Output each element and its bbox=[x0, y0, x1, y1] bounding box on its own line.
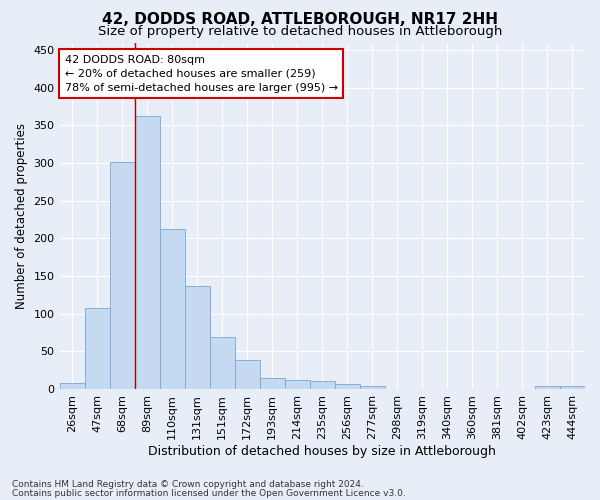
Bar bbox=[209, 337, 235, 389]
Bar bbox=[285, 380, 310, 389]
Text: Contains HM Land Registry data © Crown copyright and database right 2024.: Contains HM Land Registry data © Crown c… bbox=[12, 480, 364, 489]
Bar bbox=[360, 386, 385, 389]
Bar bbox=[134, 116, 160, 389]
Bar bbox=[260, 378, 285, 389]
Text: 42, DODDS ROAD, ATTLEBOROUGH, NR17 2HH: 42, DODDS ROAD, ATTLEBOROUGH, NR17 2HH bbox=[102, 12, 498, 28]
Bar bbox=[235, 360, 260, 389]
Text: Contains public sector information licensed under the Open Government Licence v3: Contains public sector information licen… bbox=[12, 488, 406, 498]
Bar bbox=[185, 286, 209, 389]
Y-axis label: Number of detached properties: Number of detached properties bbox=[15, 122, 28, 308]
Text: Size of property relative to detached houses in Attleborough: Size of property relative to detached ho… bbox=[98, 25, 502, 38]
Text: 42 DODDS ROAD: 80sqm
← 20% of detached houses are smaller (259)
78% of semi-deta: 42 DODDS ROAD: 80sqm ← 20% of detached h… bbox=[65, 54, 338, 92]
Bar bbox=[335, 384, 360, 389]
Bar bbox=[85, 308, 110, 389]
X-axis label: Distribution of detached houses by size in Attleborough: Distribution of detached houses by size … bbox=[148, 444, 496, 458]
Bar bbox=[160, 228, 185, 389]
Bar bbox=[310, 382, 335, 389]
Bar bbox=[59, 383, 85, 389]
Bar bbox=[535, 386, 560, 389]
Bar bbox=[110, 162, 134, 389]
Bar bbox=[560, 386, 585, 389]
